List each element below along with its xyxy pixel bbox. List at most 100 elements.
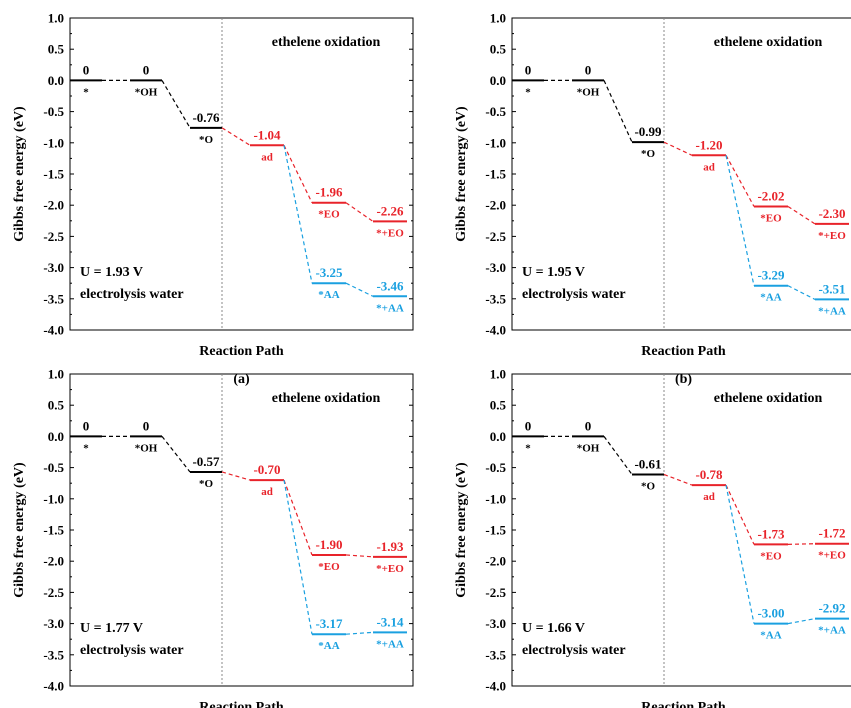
branch-red-connector (345, 554, 374, 558)
y-tick-label: -0.5 (485, 460, 506, 475)
branch-blue-state-1-value-label: -3.17 (315, 616, 343, 631)
chart-title: ethelene oxidation (272, 35, 381, 50)
y-tick-label: -3.0 (485, 260, 506, 275)
y-tick-label: -2.0 (485, 198, 506, 213)
y-tick-label: -4.0 (485, 679, 506, 694)
chart-panel-1: 1.0 0.5 0.0 -0.5 -1.0 -1.5 -2.0 -2.5 -3.0 -3.5 -4.… (12, 11, 414, 387)
y-tick-label: -3.0 (43, 260, 64, 275)
branch-blue-state-2-value-label: -2.92 (818, 601, 845, 616)
branch-blue-state-2-value-label: -3.46 (376, 278, 404, 293)
branch-red-connector (283, 145, 313, 203)
y-tick-label: -1.5 (43, 167, 64, 182)
common-state-3-value-label: -0.61 (634, 456, 661, 471)
common-connector (603, 80, 633, 143)
branch-red-connector (725, 154, 755, 207)
branch-blue-state-1-value-label: -3.00 (757, 606, 784, 621)
y-tick-label: -4.0 (485, 323, 506, 338)
common-state-3-species-label: *O (641, 148, 656, 160)
y-tick-label: 0.0 (490, 73, 506, 88)
branch-blue-state-1-value-label: -3.29 (757, 268, 785, 283)
branch-red-state-1-value-label: -1.96 (315, 185, 343, 200)
common-state-2-value-label: 0 (143, 62, 150, 77)
y-tick-label: -2.0 (43, 554, 64, 569)
branch-blue-state-2-species-label: *+AA (376, 638, 404, 650)
y-tick-label: -2.5 (485, 585, 506, 600)
y-tick-label: -1.0 (485, 491, 506, 506)
common-state-1-value-label: 0 (525, 418, 532, 433)
branch-red-connector (345, 202, 374, 222)
common-state-1-species-label: * (525, 86, 531, 98)
y-tick-label: -0.5 (43, 104, 64, 119)
y-tick-label: -3.5 (43, 647, 64, 662)
annotation-text: U = 1.95 V (522, 265, 585, 280)
annotation-text: U = 1.93 V (80, 265, 143, 280)
y-tick-label: -1.0 (43, 135, 64, 150)
branch-red-state-2-value-label: -1.93 (376, 539, 404, 554)
branch-blue-connector (725, 484, 755, 624)
common-state-2-species-label: *OH (577, 442, 600, 454)
branch-red-state-2-species-label: *+EO (376, 227, 404, 239)
annotation-text: U = 1.77 V (80, 621, 143, 636)
y-tick-label: 1.0 (48, 367, 64, 382)
y-tick-label: -3.5 (485, 647, 506, 662)
ad-state-species-label: ad (261, 486, 273, 498)
branch-red-connector (787, 205, 816, 225)
y-tick-label: 0.5 (490, 398, 507, 413)
y-tick-label: 1.0 (490, 11, 506, 26)
y-tick-label: -2.5 (43, 229, 64, 244)
y-tick-label: 0.0 (48, 429, 64, 444)
plot-frame (69, 17, 414, 331)
y-tick-label: -1.5 (485, 167, 506, 182)
common-state-1-value-label: 0 (83, 62, 90, 77)
y-axis-label: Gibbs free energy (eV) (454, 462, 469, 598)
y-tick-label: 0.0 (490, 429, 506, 444)
branch-blue-connector (345, 631, 374, 635)
branch-red-state-1-value-label: -1.90 (315, 537, 342, 552)
branch-red-state-2-value-label: -2.26 (376, 203, 404, 218)
common-state-3-value-label: -0.99 (634, 124, 662, 139)
branch-red-state-1-species-label: *EO (760, 212, 782, 224)
branch-red-connector (787, 543, 816, 545)
y-tick-label: -1.5 (485, 523, 506, 538)
y-tick-label: 0.5 (48, 42, 65, 57)
common-state-2-value-label: 0 (585, 418, 592, 433)
y-tick-label: -2.5 (43, 585, 64, 600)
branch-red-state-2-species-label: *+EO (376, 563, 404, 575)
branch-blue-state-1-value-label: -3.25 (315, 265, 343, 280)
chart-title: ethelene oxidation (272, 391, 381, 406)
branch-red-state-2-value-label: -1.72 (818, 526, 845, 541)
chart-panel-3: 1.0 0.5 0.0 -0.5 -1.0 -1.5 -2.0 -2.5 -3.0 -3.5 -4.… (12, 367, 414, 708)
y-tick-label: 0.0 (48, 73, 64, 88)
branch-blue-state-2-species-label: *+AA (376, 302, 404, 314)
y-tick-label: 0.5 (490, 42, 507, 57)
chart-panel-2: 1.0 0.5 0.0 -0.5 -1.0 -1.5 -2.0 -2.5 -3.0 -3.5 -4.… (454, 11, 851, 387)
y-axis-label: Gibbs free energy (eV) (12, 106, 27, 242)
ad-connector (221, 471, 251, 481)
annotation-text: electrolysis water (80, 643, 184, 658)
branch-blue-connector (283, 479, 313, 635)
common-state-2-value-label: 0 (585, 62, 592, 77)
branch-blue-state-2-value-label: -3.51 (818, 281, 845, 296)
ad-state-value-label: -1.20 (695, 137, 722, 152)
plot-frame (511, 373, 851, 687)
branch-red-connector (725, 484, 755, 545)
chart-panel-4: 1.0 0.5 0.0 -0.5 -1.0 -1.5 -2.0 -2.5 -3.0 -3.5 -4.… (454, 367, 851, 708)
annotation-text: electrolysis water (522, 287, 626, 302)
x-axis-label: Reaction Path (199, 344, 284, 359)
branch-blue-connector (787, 285, 816, 300)
common-connector (603, 436, 633, 475)
branch-red-state-1-species-label: *EO (318, 209, 340, 221)
y-tick-label: -2.0 (485, 554, 506, 569)
y-tick-label: -3.0 (485, 616, 506, 631)
common-state-3-species-label: *O (199, 134, 214, 146)
y-tick-label: -4.0 (43, 323, 64, 338)
y-axis-label: Gibbs free energy (eV) (12, 462, 27, 598)
y-tick-label: 1.0 (48, 11, 64, 26)
annotation-text: U = 1.66 V (522, 621, 585, 636)
y-tick-label: 1.0 (490, 367, 506, 382)
y-tick-label: -3.5 (485, 291, 506, 306)
panel-label: (a) (233, 372, 250, 387)
common-state-3-value-label: -0.57 (192, 454, 220, 469)
x-axis-label: Reaction Path (199, 700, 284, 708)
common-state-1-species-label: * (525, 442, 531, 454)
